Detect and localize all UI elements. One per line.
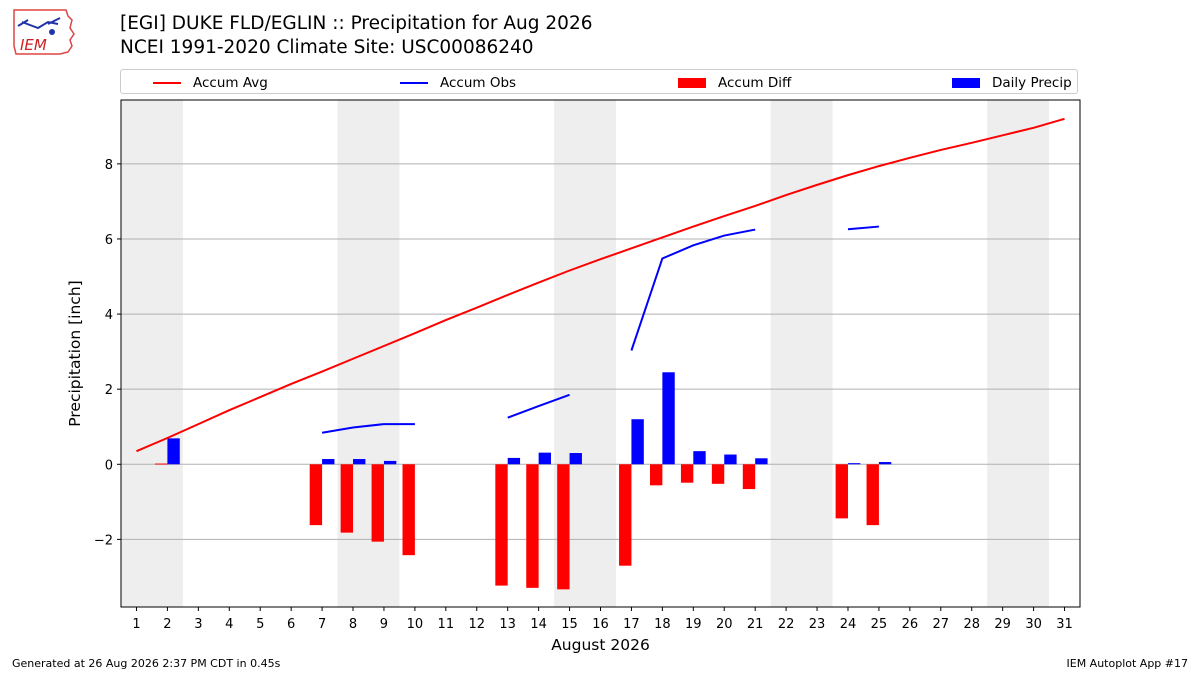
legend-item-accum-avg: Accum Avg (153, 70, 268, 95)
weekend-shade (987, 100, 1050, 607)
legend-item-daily-precip: Daily Precip (952, 70, 1072, 95)
y-tick-label: 2 (105, 383, 113, 398)
legend: Accum Avg Accum Obs Accum Diff Daily Pre… (120, 69, 1078, 94)
x-tick-label: 26 (902, 617, 919, 632)
accum-diff-bar (371, 464, 384, 542)
x-tick-label: 27 (933, 617, 950, 632)
legend-label-accum-obs: Accum Obs (440, 74, 517, 91)
y-tick-label: 0 (105, 458, 113, 473)
x-tick-label: 24 (840, 617, 857, 632)
daily-precip-bar (693, 451, 706, 465)
x-tick-label: 7 (318, 617, 326, 632)
legend-swatch-accum-avg (153, 81, 181, 84)
x-tick-label: 12 (468, 617, 485, 632)
accum-diff-bar (340, 464, 354, 533)
daily-precip-bar (167, 438, 180, 465)
title-line-1: [EGI] DUKE FLD/EGLIN :: Precipitation fo… (120, 13, 593, 34)
x-tick-label: 3 (194, 617, 202, 632)
legend-swatch-accum-obs (400, 81, 428, 84)
x-tick-label: 9 (380, 617, 388, 632)
x-tick-label: 8 (349, 617, 357, 632)
x-tick-label: 4 (225, 617, 233, 632)
legend-swatch-accum-diff (678, 77, 706, 88)
accum-avg-line (136, 117, 1065, 453)
svg-text:IEM: IEM (20, 36, 47, 54)
x-tick-label: 6 (287, 617, 295, 632)
daily-precip-bar (755, 458, 768, 465)
x-tick-label: 19 (685, 617, 702, 632)
x-tick-label: 29 (994, 617, 1011, 632)
x-tick-label: 22 (778, 617, 795, 632)
accum-obs-line (321, 423, 415, 434)
legend-label-accum-diff: Accum Diff (718, 74, 792, 91)
x-tick-label: 2 (163, 617, 171, 632)
daily-precip-bar (847, 463, 861, 465)
legend-label-accum-avg: Accum Avg (193, 74, 268, 91)
x-tick-label: 13 (499, 617, 516, 632)
x-tick-label: 11 (438, 617, 455, 632)
accum-diff-bar (711, 464, 725, 484)
daily-precip-bar (878, 462, 892, 465)
x-tick-label: 16 (592, 617, 609, 632)
x-tick-label: 25 (871, 617, 888, 632)
daily-precip-bar (662, 372, 675, 465)
x-tick-label: 15 (561, 617, 578, 632)
x-tick-label: 23 (809, 617, 826, 632)
daily-precip-bar (383, 460, 397, 465)
x-tick-label: 20 (716, 617, 733, 632)
accum-obs-line (507, 393, 570, 419)
accum-diff-bar (309, 464, 323, 526)
daily-precip-bar (538, 452, 552, 465)
daily-precip-bar (631, 419, 644, 465)
legend-item-accum-obs: Accum Obs (400, 70, 516, 95)
x-tick-label: 5 (256, 617, 264, 632)
x-tick-label: 31 (1056, 617, 1073, 632)
x-tick-label: 18 (654, 617, 671, 632)
legend-swatch-daily-precip (952, 77, 980, 88)
accum-diff-bar (680, 464, 694, 483)
x-tick-label: 14 (530, 617, 547, 632)
accum-diff-bar (866, 464, 879, 526)
y-axis-label: Precipitation [inch] (66, 280, 84, 426)
accum-obs-line (847, 225, 880, 231)
daily-precip-bar (724, 454, 737, 465)
accum-diff-bar (402, 464, 415, 556)
weekend-shade (121, 100, 183, 607)
accum-diff-bar (526, 464, 539, 588)
accum-diff-bar (619, 464, 632, 566)
y-tick-label: −2 (94, 533, 113, 548)
footer-generated: Generated at 26 Aug 2026 2:37 PM CDT in … (12, 657, 281, 670)
x-tick-label: 17 (623, 617, 640, 632)
daily-precip-bar (322, 459, 335, 465)
x-tick-label: 21 (747, 617, 764, 632)
accum-diff-bar (495, 464, 508, 586)
legend-label-daily-precip: Daily Precip (992, 74, 1072, 91)
daily-precip-bar (353, 459, 366, 465)
y-tick-label: 6 (105, 233, 113, 248)
y-tick-label: 4 (105, 308, 113, 323)
y-tick-label: 8 (105, 158, 113, 173)
x-tick-label: 10 (407, 617, 424, 632)
accum-diff-bar (649, 464, 663, 486)
accum-diff-bar (742, 464, 756, 490)
x-tick-label: 30 (1025, 617, 1042, 632)
title-line-2: NCEI 1991-2020 Climate Site: USC00086240 (120, 37, 534, 58)
iem-logo: IEM (8, 6, 80, 60)
accum-diff-bar (557, 464, 570, 590)
legend-item-accum-diff: Accum Diff (678, 70, 791, 95)
x-tick-label: 1 (132, 617, 140, 632)
daily-precip-bar (569, 453, 582, 465)
weekend-shade (770, 100, 833, 607)
accum-diff-bar (155, 463, 168, 465)
accum-diff-bar (835, 464, 848, 519)
chart-title: [EGI] DUKE FLD/EGLIN :: Precipitation fo… (120, 12, 592, 60)
accum-obs-line (630, 228, 756, 351)
x-axis-label: August 2026 (551, 636, 650, 654)
daily-precip-bar (507, 457, 521, 465)
x-tick-label: 28 (963, 617, 980, 632)
footer-app: IEM Autoplot App #17 (1066, 657, 1189, 670)
